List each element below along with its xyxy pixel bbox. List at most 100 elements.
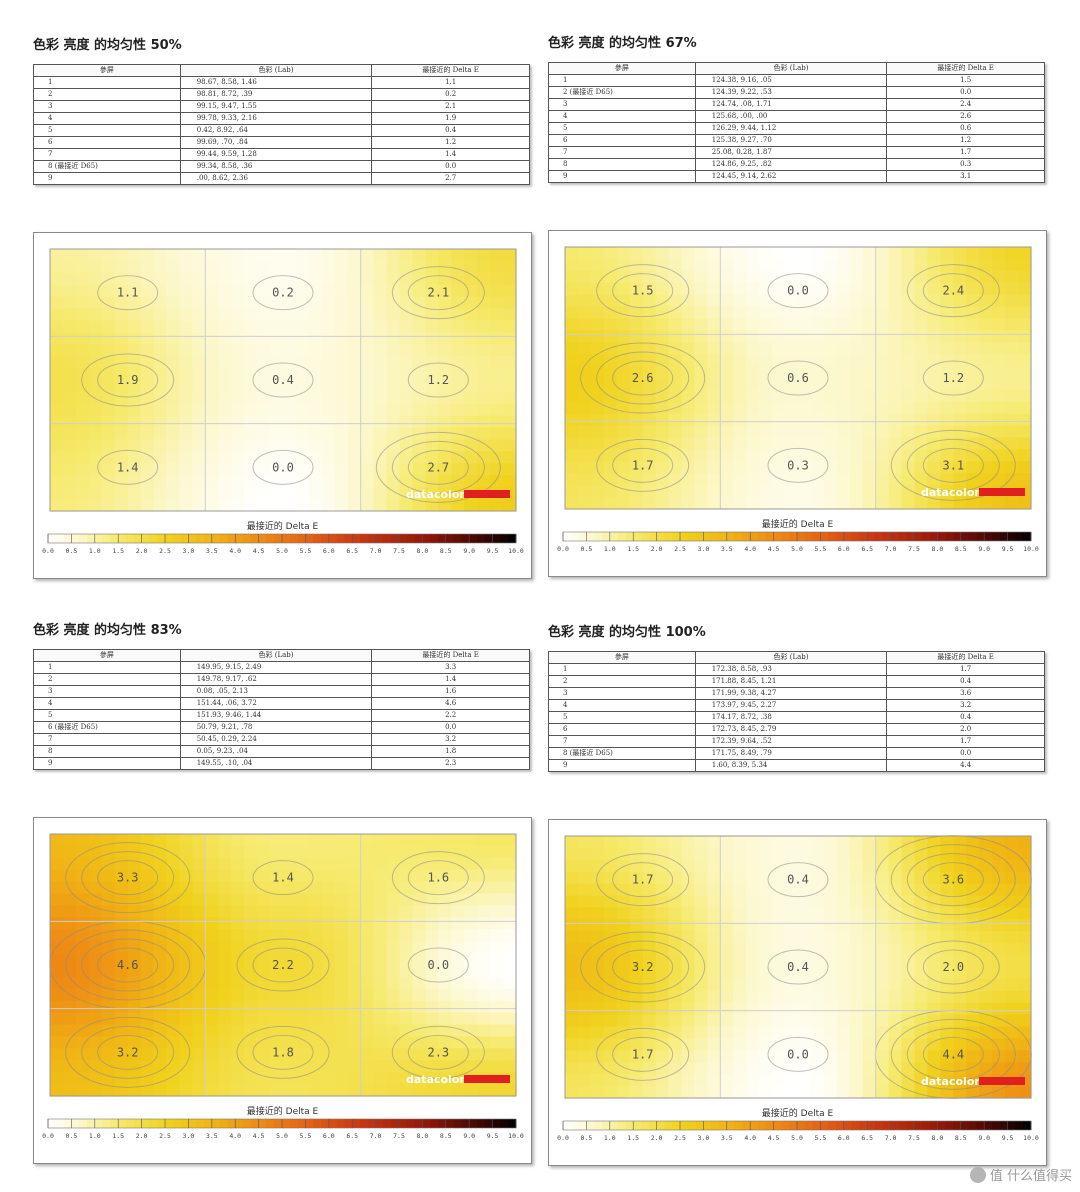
heatmap-cell — [616, 306, 631, 320]
heatmap-cell — [205, 988, 219, 1002]
heatmap-cell — [1018, 330, 1032, 343]
heatmap-cell — [849, 1062, 864, 1075]
heatmap-cell — [642, 955, 657, 968]
heatmap-cell — [901, 883, 916, 897]
heatmap-cell — [295, 403, 310, 417]
heatmap-cell — [231, 487, 245, 500]
heatmap-cell — [50, 881, 64, 895]
heatmap-cell — [720, 389, 734, 403]
heatmap-cell — [308, 988, 323, 1002]
heatmap-cell — [577, 413, 592, 427]
heatmap-cell — [772, 389, 786, 403]
heatmap-cell — [270, 953, 284, 966]
heatmap-cell — [192, 439, 206, 453]
heatmap-cell — [464, 905, 478, 918]
heatmap-cell — [992, 437, 1006, 451]
heatmap-cell — [746, 389, 760, 403]
contour-lines — [580, 264, 1016, 501]
colorbar-tick-label: 0.5 — [581, 1134, 593, 1142]
heatmap-cell — [438, 1000, 452, 1014]
colorbar-segment — [141, 1119, 150, 1128]
heatmap-cell — [642, 473, 657, 486]
heatmap-cell — [205, 869, 219, 883]
heatmap-cell — [992, 955, 1006, 968]
heatmap-cell — [295, 499, 310, 512]
heatmap-cell — [629, 895, 644, 909]
heatmap-cell — [283, 403, 297, 417]
heatmap-cell — [153, 296, 168, 310]
colorbar-segment — [929, 1121, 938, 1130]
heatmap-cell — [590, 437, 605, 451]
heatmap-cell — [503, 857, 517, 871]
heatmap-cell — [386, 1084, 401, 1097]
heatmap-cell — [373, 965, 388, 978]
delta-e-value: 1.7 — [886, 663, 1045, 676]
heatmap-cell — [785, 389, 799, 403]
heatmap-cell — [373, 451, 388, 464]
colorbar-segment — [274, 1119, 283, 1128]
heatmap-cell — [153, 308, 168, 322]
heatmap-cell — [127, 881, 142, 895]
heatmap-cell — [88, 487, 103, 500]
heatmap-cell — [888, 449, 903, 462]
heatmap-cell — [166, 391, 181, 405]
heatmap-cell — [166, 905, 181, 918]
heatmap-cell — [270, 344, 284, 357]
colorbar-tick-label: 5.0 — [276, 1132, 288, 1140]
heatmap-cell — [399, 451, 414, 464]
heatmap-cell — [373, 953, 388, 966]
heatmap-cell — [655, 1038, 670, 1051]
heatmap-cell — [772, 306, 786, 320]
heatmap-cell — [798, 497, 812, 510]
heatmap-cell — [295, 845, 310, 859]
heatmap-cell — [257, 893, 271, 907]
heatmap-cell — [694, 1074, 708, 1087]
heatmap-cell — [490, 1036, 504, 1049]
heatmap-cell — [140, 284, 155, 298]
heatmap-cell — [603, 919, 618, 932]
colorbar-segment — [55, 1119, 65, 1128]
heatmap-cell — [425, 965, 439, 978]
heatmap-cell — [720, 836, 734, 849]
heatmap-cell — [127, 834, 142, 847]
heatmap-cell — [616, 836, 631, 849]
heatmap-cell — [451, 917, 465, 930]
heatmap-cell — [590, 1014, 605, 1028]
heatmap-cell — [360, 463, 375, 476]
heatmap-cell — [451, 881, 465, 895]
heatmap-cell — [425, 869, 439, 883]
heatmap-cell — [140, 272, 155, 286]
heatmap-cell — [992, 342, 1006, 355]
heatmap-cell — [901, 425, 916, 439]
point-label: 5 — [33, 709, 181, 722]
heatmap-cell — [438, 344, 452, 357]
heatmap-cell — [283, 941, 297, 954]
heatmap-cell — [451, 415, 465, 429]
heatmap-cell — [218, 953, 232, 966]
heatmap-cell — [681, 1062, 696, 1075]
heatmap-cells — [50, 249, 517, 512]
heatmap-cell — [1018, 1050, 1032, 1063]
heatmap-cell — [707, 1014, 721, 1028]
heatmap-cell — [490, 391, 504, 405]
colorbar-tick-label: 4.5 — [253, 547, 265, 555]
colorbar-segment — [937, 532, 946, 541]
heatmap-cell — [334, 403, 349, 417]
heatmap-cell — [257, 296, 271, 310]
colorbar-segment — [750, 532, 759, 541]
colorbar-tick-label: 1.0 — [89, 1132, 101, 1140]
heatmap-cell — [642, 907, 657, 920]
heatmap-cell — [668, 437, 683, 451]
heatmap-cell — [75, 1036, 90, 1049]
heatmap-cell — [283, 988, 297, 1002]
heatmap-cell — [101, 1072, 116, 1085]
heatmap-cell — [1018, 342, 1032, 355]
delta-e-value: 1.7 — [886, 735, 1045, 748]
point-label: 2 (最接近 D65) — [548, 86, 696, 99]
heatmap-cell — [836, 1026, 851, 1040]
heatmap-cell — [192, 296, 206, 310]
heatmap-cell — [810, 931, 825, 944]
heatmap-cell — [1018, 907, 1032, 920]
heatmap-cell — [308, 1012, 323, 1026]
heatmap-cell — [477, 368, 491, 381]
